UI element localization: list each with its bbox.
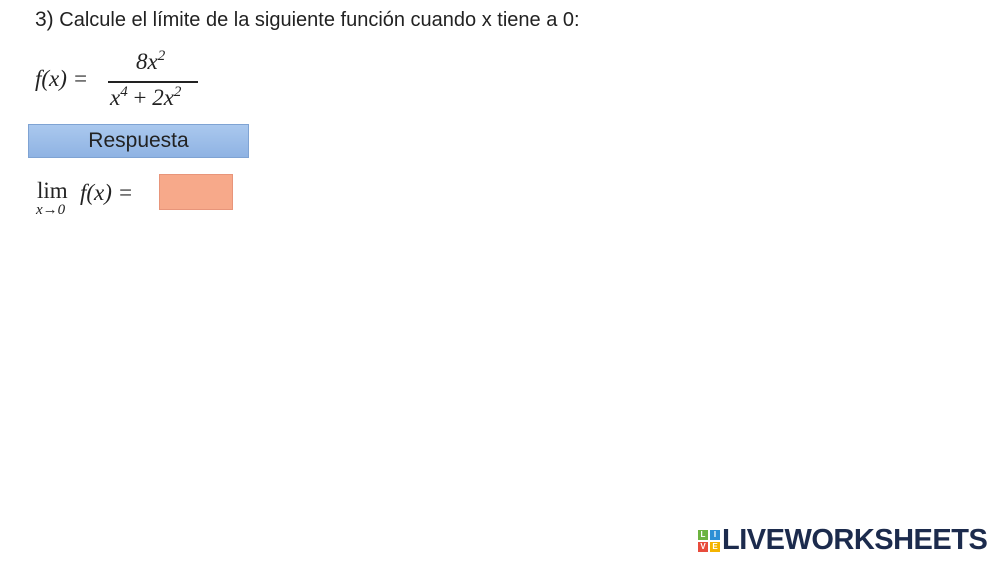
denominator-exp2: 2 — [173, 84, 182, 100]
answer-button[interactable]: Respuesta — [28, 124, 249, 158]
limit-subscript: x→0 — [36, 202, 66, 218]
limit-operator: lim — [37, 178, 68, 203]
question-number: 3) — [35, 8, 54, 31]
question: 3) Calcule el límite de la siguiente fun… — [35, 8, 580, 32]
question-text: Calcule el límite de la siguiente funció… — [59, 9, 580, 31]
denominator-term1: x — [110, 85, 121, 110]
denominator-exp1: 4 — [120, 84, 128, 100]
logo-letter: L — [698, 530, 708, 540]
logo-letter: I — [710, 530, 720, 540]
numerator-base: 8x — [136, 49, 158, 74]
logo-icon: L I V E — [698, 530, 720, 552]
logo-letter: V — [698, 542, 708, 552]
denominator-term2: 2x — [152, 85, 174, 110]
logo-text: LIVEWORKSHEETS — [722, 524, 988, 556]
formula-lhs: f(x) = — [35, 66, 89, 91]
logo-letter: E — [710, 542, 720, 552]
denominator-operator: + — [133, 85, 147, 110]
numerator-exponent: 2 — [157, 48, 166, 64]
numerator: 8x2 — [136, 48, 165, 75]
denominator: x4 + 2x2 — [110, 84, 181, 111]
fraction-line — [108, 81, 198, 83]
answer-input[interactable] — [159, 174, 233, 210]
limit-expression: f(x) = — [80, 180, 134, 205]
